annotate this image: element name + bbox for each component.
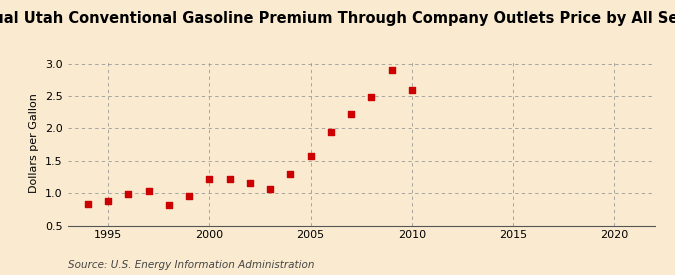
Point <box>346 112 356 116</box>
Text: Source: U.S. Energy Information Administration: Source: U.S. Energy Information Administ… <box>68 260 314 270</box>
Y-axis label: Dollars per Gallon: Dollars per Gallon <box>29 93 39 193</box>
Point <box>305 154 316 158</box>
Point <box>244 181 255 186</box>
Text: Annual Utah Conventional Gasoline Premium Through Company Outlets Price by All S: Annual Utah Conventional Gasoline Premiu… <box>0 11 675 26</box>
Point <box>285 172 296 177</box>
Point <box>265 187 275 191</box>
Point <box>184 194 194 198</box>
Point <box>406 88 417 92</box>
Point <box>103 199 113 203</box>
Point <box>123 192 134 196</box>
Point <box>204 177 215 181</box>
Point <box>82 202 93 206</box>
Point <box>366 95 377 100</box>
Point <box>325 130 336 134</box>
Point <box>386 68 397 72</box>
Point <box>143 189 154 193</box>
Point <box>163 203 174 207</box>
Point <box>224 177 235 181</box>
